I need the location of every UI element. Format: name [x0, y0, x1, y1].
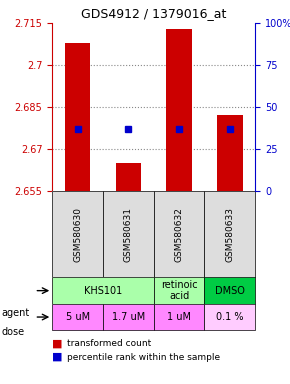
Text: DMSO: DMSO [215, 286, 245, 296]
Title: GDS4912 / 1379016_at: GDS4912 / 1379016_at [81, 7, 226, 20]
Text: ■: ■ [52, 352, 63, 362]
Bar [166, 29, 192, 191]
FancyBboxPatch shape [52, 277, 154, 304]
Text: 1.7 uM: 1.7 uM [112, 312, 145, 322]
Text: agent: agent [1, 308, 30, 318]
Text: GSM580630: GSM580630 [73, 207, 82, 262]
Text: 1 uM: 1 uM [167, 312, 191, 322]
FancyBboxPatch shape [204, 277, 255, 304]
Text: retinoic
acid: retinoic acid [161, 280, 197, 301]
FancyBboxPatch shape [52, 191, 103, 277]
FancyBboxPatch shape [103, 304, 154, 330]
Text: GSM580631: GSM580631 [124, 207, 133, 262]
Text: ■: ■ [52, 339, 63, 349]
Bar [65, 43, 90, 191]
Text: KHS101: KHS101 [84, 286, 122, 296]
FancyBboxPatch shape [154, 277, 204, 304]
FancyBboxPatch shape [52, 304, 103, 330]
Text: GSM580632: GSM580632 [175, 207, 184, 262]
FancyBboxPatch shape [204, 191, 255, 277]
FancyBboxPatch shape [154, 191, 204, 277]
FancyBboxPatch shape [103, 191, 154, 277]
Text: GSM580633: GSM580633 [225, 207, 234, 262]
Bar [116, 163, 141, 191]
Text: percentile rank within the sample: percentile rank within the sample [67, 353, 220, 362]
FancyBboxPatch shape [204, 304, 255, 330]
Text: 0.1 %: 0.1 % [216, 312, 244, 322]
Text: 5 uM: 5 uM [66, 312, 90, 322]
Text: dose: dose [1, 327, 25, 337]
Bar [217, 116, 242, 191]
FancyBboxPatch shape [154, 304, 204, 330]
Text: transformed count: transformed count [67, 339, 151, 348]
